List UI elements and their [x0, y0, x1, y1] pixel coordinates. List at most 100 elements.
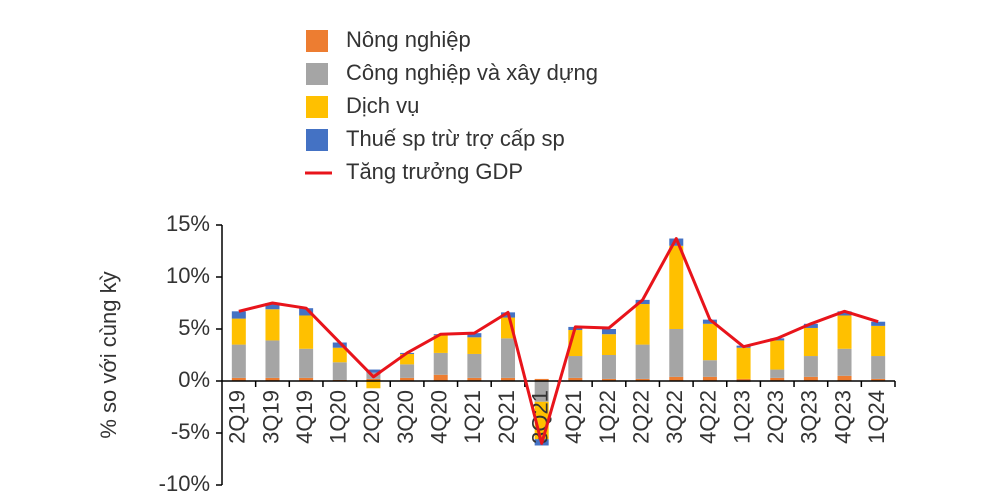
- bar-segment: [635, 299, 650, 305]
- bar-segment: [299, 377, 314, 381]
- bar-segment: [601, 329, 616, 335]
- bar-segment: [837, 311, 852, 316]
- bar-segment: [837, 348, 852, 376]
- bar-segment: [871, 321, 886, 326]
- bar-segment: [770, 340, 785, 370]
- bar-segment: [702, 319, 717, 324]
- bar-segment: [568, 356, 583, 378]
- bar-segment: [669, 376, 684, 381]
- y-tick-label: 10%: [166, 263, 210, 288]
- bar-segment: [265, 377, 280, 381]
- bar-segment: [534, 381, 549, 402]
- bar-segment: [534, 378, 549, 381]
- bar-segment: [400, 377, 415, 381]
- x-tick-label: 2Q20: [359, 390, 384, 444]
- bar-segment: [467, 377, 482, 381]
- x-tick-label: 3Q19: [258, 390, 283, 444]
- x-tick-label: 4Q23: [830, 390, 855, 444]
- bar-segment: [736, 347, 751, 379]
- y-tick-label: 5%: [178, 315, 210, 340]
- legend-swatch: [306, 129, 328, 151]
- legend-swatch: [306, 30, 328, 52]
- x-tick-label: 2Q22: [628, 390, 653, 444]
- legend-label: Nông nghiệp: [346, 27, 471, 52]
- bar-segment: [803, 323, 818, 328]
- x-tick-label: 1Q23: [729, 390, 754, 444]
- bar-segment: [467, 353, 482, 378]
- x-tick-label: 4Q19: [292, 390, 317, 444]
- bar-segment: [332, 362, 347, 380]
- bar-segment: [837, 315, 852, 349]
- bar-segment: [635, 304, 650, 345]
- y-tick-label: -5%: [171, 419, 210, 444]
- bar-segment: [467, 337, 482, 354]
- bar-segment: [770, 377, 785, 381]
- x-tick-label: 1Q20: [326, 390, 351, 444]
- bar-segment: [871, 378, 886, 381]
- bar-segment: [467, 333, 482, 338]
- y-tick-label: 0%: [178, 367, 210, 392]
- bar-segment: [871, 356, 886, 379]
- bar-segment: [837, 375, 852, 381]
- bar-segment: [299, 348, 314, 378]
- bar-segment: [871, 325, 886, 357]
- x-tick-label: 4Q22: [696, 390, 721, 444]
- bar-segment: [702, 360, 717, 377]
- x-tick-label: 3Q23: [797, 390, 822, 444]
- bar-segment: [601, 334, 616, 355]
- bar-segment: [601, 355, 616, 379]
- bar-segment: [265, 340, 280, 378]
- bar-segment: [433, 374, 448, 381]
- bar-segment: [265, 309, 280, 341]
- bar-segment: [299, 308, 314, 316]
- legend-swatch: [306, 96, 328, 118]
- bar-segment: [568, 377, 583, 381]
- bar-segment: [669, 245, 684, 329]
- legend-swatch: [306, 63, 328, 85]
- bar-segment: [433, 335, 448, 353]
- bar-segment: [400, 364, 415, 378]
- legend-label: Thuế sp trừ trợ cấp sp: [346, 126, 565, 151]
- bar-segment: [231, 344, 246, 378]
- x-tick-label: 1Q24: [864, 390, 889, 444]
- bar-segment: [231, 311, 246, 319]
- bar-segment: [366, 378, 381, 381]
- bar-segment: [635, 344, 650, 379]
- bar-segment: [702, 323, 717, 361]
- x-tick-label: 2Q21: [494, 390, 519, 444]
- gdp-line: [238, 237, 879, 445]
- legend-label: Dịch vụ: [346, 93, 419, 118]
- bar-segment: [231, 377, 246, 381]
- x-tick-label: 4Q21: [561, 390, 586, 444]
- bar-segment: [669, 329, 684, 377]
- bar-segment: [803, 356, 818, 377]
- bar-segment: [366, 369, 381, 373]
- legend-label: Công nghiệp và xây dựng: [346, 60, 598, 85]
- bar-segment: [501, 338, 516, 378]
- bar-segment: [400, 353, 415, 365]
- bar-segment: [332, 347, 347, 363]
- bar-segment: [635, 378, 650, 381]
- bar-segment: [332, 342, 347, 348]
- bar-segment: [770, 369, 785, 378]
- x-tick-label: 4Q20: [427, 390, 452, 444]
- x-tick-label: 2Q23: [763, 390, 788, 444]
- bar-segment: [366, 381, 381, 389]
- x-tick-label: 1Q21: [460, 390, 485, 444]
- y-tick-label: 15%: [166, 211, 210, 236]
- bar-segment: [803, 376, 818, 381]
- bar-segment: [736, 378, 751, 381]
- y-axis-label: % so với cùng kỳ: [96, 271, 121, 438]
- x-tick-label: 3Q22: [662, 390, 687, 444]
- x-tick-label: 2Q19: [225, 390, 250, 444]
- x-tick-label: 3Q20: [393, 390, 418, 444]
- bar-segment: [231, 318, 246, 345]
- x-tick-label: 1Q22: [595, 390, 620, 444]
- bar-segment: [501, 377, 516, 381]
- bar-segment: [803, 327, 818, 357]
- legend-label: Tăng trưởng GDP: [346, 159, 523, 184]
- bar-segment: [433, 352, 448, 375]
- bar-segment: [299, 315, 314, 349]
- bar-segment: [265, 303, 280, 310]
